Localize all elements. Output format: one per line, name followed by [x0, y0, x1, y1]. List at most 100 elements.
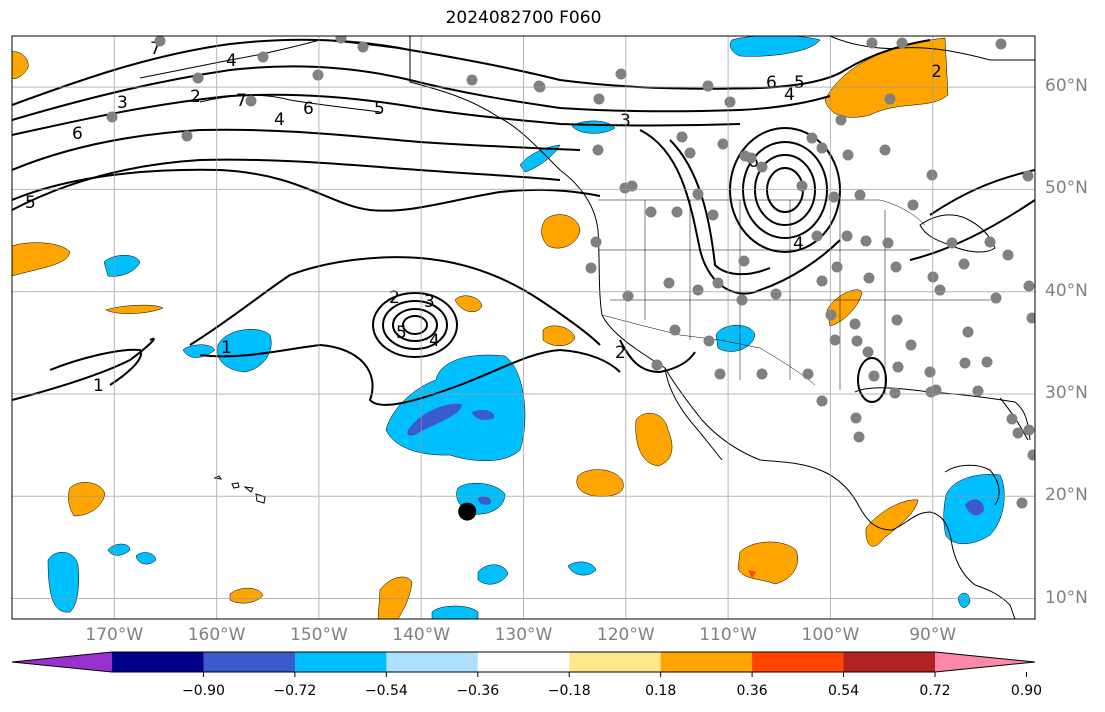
colorbar-extend-min [12, 652, 112, 672]
station-marker [1012, 427, 1024, 439]
contour-label: 2 [389, 288, 400, 308]
negative-anomaly-area [217, 329, 272, 373]
closed-low-contour [402, 315, 428, 335]
colorbar-tick-label: −0.90 [181, 683, 225, 699]
station-marker [671, 206, 683, 218]
longitude-label: 130°W [494, 625, 553, 645]
station-marker [1002, 249, 1014, 261]
station-marker [995, 38, 1007, 50]
positive-anomaly-area [748, 570, 756, 578]
contour-line [909, 199, 1035, 261]
station-marker [1006, 413, 1018, 425]
station-marker [714, 368, 726, 380]
closed-low-contour [729, 127, 841, 253]
station-marker [802, 368, 814, 380]
station-marker [736, 294, 748, 306]
colorbar-tick-label: −0.54 [364, 683, 408, 699]
latitude-label: 20°N [1045, 485, 1088, 506]
contour-label: 7 [150, 39, 161, 59]
station-marker [866, 37, 878, 49]
station-marker [835, 114, 847, 126]
contour-label: 6 [72, 124, 83, 144]
station-marker [533, 80, 545, 92]
station-marker [593, 93, 605, 105]
colorbar-outline [11, 651, 1036, 673]
colorbar-tick-label: −0.72 [273, 683, 317, 699]
positive-anomaly-area [12, 242, 71, 277]
colorbar-tick-label: 0.18 [645, 683, 677, 699]
station-marker [745, 152, 757, 164]
station-marker [615, 68, 627, 80]
contour-line [12, 337, 155, 401]
longitude-label: 100°W [801, 625, 860, 645]
island [231, 482, 240, 489]
station-marker [707, 209, 719, 221]
station-marker [926, 169, 938, 181]
contour-line [189, 256, 601, 346]
station-marker [882, 237, 894, 249]
station-marker [825, 309, 837, 321]
contour-line [12, 128, 581, 171]
contour-label: 4 [429, 331, 440, 351]
station-marker [972, 385, 984, 397]
station-marker [884, 93, 896, 105]
station-marker [335, 36, 347, 44]
station-marker [738, 255, 750, 267]
station-marker [645, 206, 657, 218]
contour-label: 4 [793, 234, 804, 254]
positive-anomaly-area [635, 412, 673, 467]
station-marker [959, 357, 971, 369]
contour-label: 7 [236, 91, 247, 111]
colorbar-tick-label: 0.72 [919, 683, 951, 699]
station-marker [854, 189, 866, 201]
contour-label: 2 [190, 87, 201, 107]
colorbar-tick-label: −0.18 [547, 683, 591, 699]
contour-line [929, 169, 1035, 216]
station-marker [756, 161, 768, 173]
station-marker [651, 359, 663, 371]
latitude-label: 30°N [1045, 382, 1088, 403]
station-marker [756, 368, 768, 380]
negative-anomaly-area [965, 499, 984, 516]
station-marker [1026, 312, 1035, 324]
positive-anomaly-area [68, 482, 106, 517]
positive-anomaly-area [824, 37, 949, 118]
station-marker [984, 236, 996, 248]
map-title: 2024082700 F060 [445, 8, 602, 28]
negative-anomaly-area [567, 561, 597, 576]
negative-anomaly-area [47, 552, 79, 613]
colorbar-segment [569, 652, 662, 672]
station-marker [860, 235, 872, 247]
station-marker [853, 431, 865, 443]
station-marker [990, 292, 1002, 304]
colorbar-segment [477, 652, 570, 672]
colorbar-tick-label: 0.90 [1010, 683, 1043, 699]
closed-low-contour [754, 154, 816, 226]
station-marker [692, 284, 704, 296]
contour-label: 4 [274, 110, 285, 130]
station-marker [692, 188, 704, 200]
station-marker [592, 144, 604, 156]
station-marker [676, 131, 688, 143]
station-marker [925, 386, 937, 398]
station-marker [892, 361, 904, 373]
station-marker [626, 180, 638, 192]
gridlines [12, 36, 1035, 619]
station-marker [842, 149, 854, 161]
storm-center-marker [458, 502, 477, 521]
station-marker [245, 95, 257, 107]
contour-label: 6 [303, 99, 314, 119]
station-markers [106, 36, 1035, 509]
station-marker [816, 142, 828, 154]
station-marker [891, 314, 903, 326]
contour-line [669, 139, 771, 276]
station-marker [924, 366, 936, 378]
positive-anomaly-area [377, 576, 413, 619]
negative-anomaly-area [103, 255, 141, 277]
negative-anomaly-area [519, 144, 561, 173]
latitude-label: 60°N [1045, 76, 1088, 97]
latitude-label: 10°N [1045, 587, 1088, 608]
station-marker [312, 69, 324, 81]
station-marker [1027, 449, 1035, 461]
contour-label: 2 [931, 62, 942, 82]
